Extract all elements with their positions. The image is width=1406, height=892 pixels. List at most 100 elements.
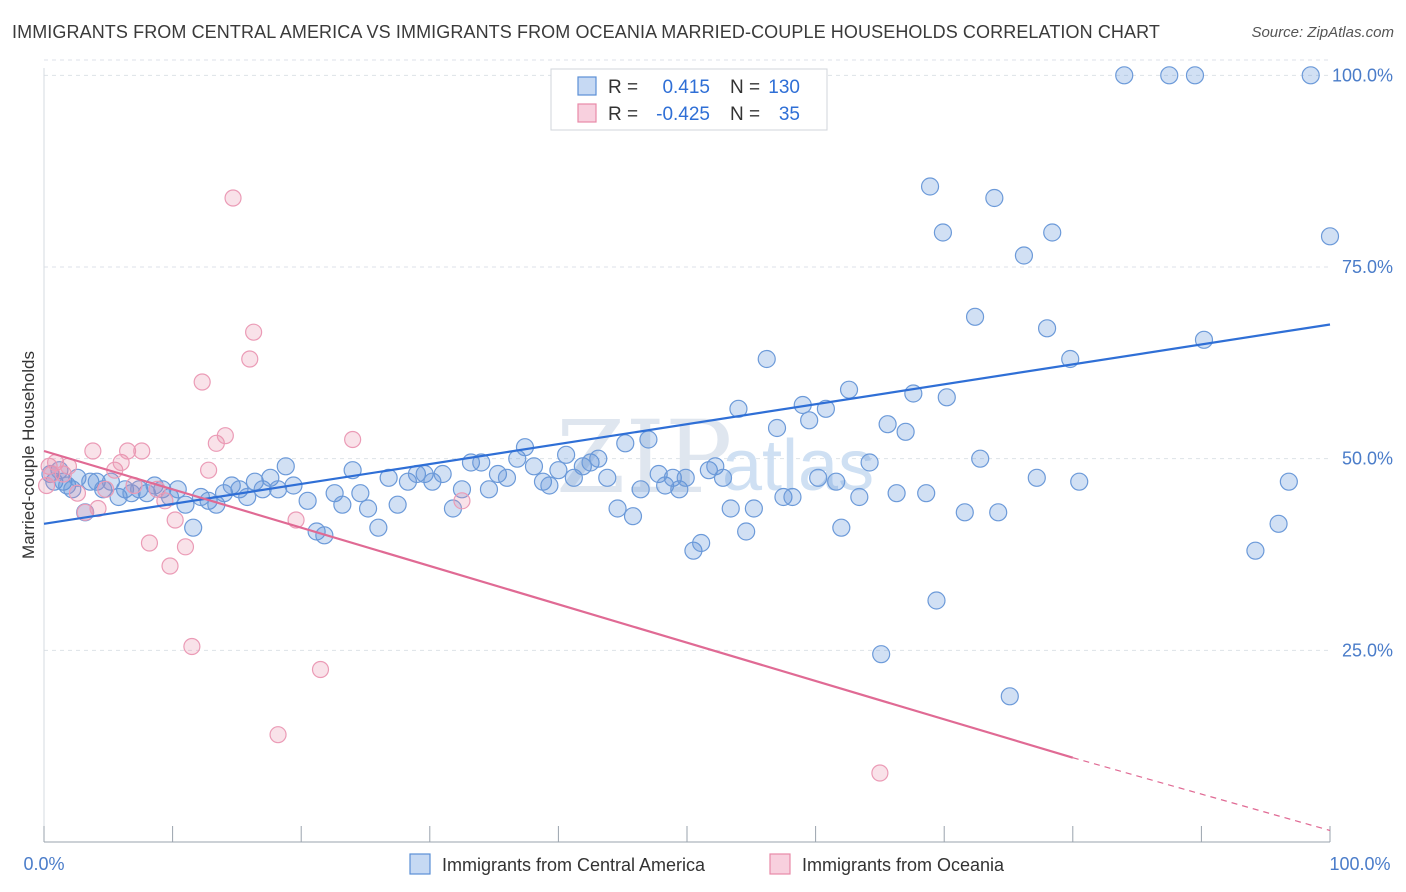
- point-central-america: [965, 307, 985, 326]
- legend-swatch-oceania: [577, 103, 597, 123]
- point-oceania: [241, 350, 259, 368]
- point-central-america: [800, 411, 819, 430]
- bottom-legend-label-central-america: Immigrants from Central America: [442, 855, 706, 875]
- stats-legend-box: [550, 68, 828, 131]
- y-tick-labels: 25.0% 50.0% 75.0% 100.0%: [1332, 65, 1393, 660]
- point-oceania: [118, 442, 137, 460]
- point-central-america: [1014, 246, 1034, 265]
- point-central-america: [351, 484, 370, 503]
- point-central-america: [827, 472, 846, 491]
- point-central-america: [1279, 472, 1298, 491]
- bottom-legend-swatch-oceania: [769, 853, 791, 875]
- legend-n-label-1: N =: [730, 77, 760, 98]
- series-central-america-points: [41, 66, 1340, 706]
- legend-r-label-1: R =: [608, 77, 638, 98]
- point-central-america: [767, 418, 787, 438]
- point-central-america: [878, 415, 897, 434]
- chart-title: IMMIGRANTS FROM CENTRAL AMERICA VS IMMIG…: [12, 22, 1160, 42]
- trend-line-central-america: [43, 323, 1331, 525]
- legend-r-value-1: 0.415: [662, 77, 710, 98]
- y-tick-label: 100.0%: [1332, 65, 1393, 85]
- point-central-america: [1160, 66, 1179, 85]
- y-tick-label: 25.0%: [1342, 640, 1393, 660]
- trend-line-oceania-extension: [1072, 757, 1331, 832]
- point-oceania: [216, 427, 234, 445]
- point-central-america: [649, 464, 668, 484]
- point-central-america: [896, 422, 915, 441]
- point-central-america: [1185, 66, 1205, 85]
- point-oceania: [133, 442, 151, 460]
- point-central-america: [684, 541, 703, 560]
- legend-swatch-central-america: [577, 76, 597, 96]
- point-central-america: [850, 487, 869, 507]
- point-oceania: [344, 430, 362, 449]
- point-central-america: [985, 188, 1004, 208]
- point-central-america: [839, 380, 859, 399]
- y-tick-label: 75.0%: [1342, 257, 1393, 277]
- point-central-america: [276, 457, 295, 476]
- point-central-america: [872, 645, 891, 664]
- point-central-america: [663, 468, 682, 487]
- legend-r-value-2: -0.425: [656, 104, 710, 125]
- point-central-america: [744, 499, 763, 518]
- point-central-america: [920, 177, 940, 196]
- point-oceania: [84, 442, 102, 460]
- point-oceania: [97, 480, 115, 498]
- point-central-america: [479, 480, 499, 499]
- point-oceania: [245, 323, 263, 341]
- point-central-america: [1246, 541, 1265, 560]
- point-central-america: [1043, 223, 1062, 242]
- point-central-america: [388, 495, 407, 514]
- point-central-america: [971, 449, 990, 468]
- point-oceania: [871, 764, 889, 782]
- point-central-america: [721, 499, 740, 518]
- source-credit: Source: ZipAtlas.com: [1251, 24, 1394, 41]
- point-oceania: [193, 373, 211, 391]
- point-central-america: [369, 518, 388, 537]
- point-central-america: [783, 487, 802, 507]
- point-central-america: [423, 472, 442, 491]
- point-central-america: [598, 468, 617, 487]
- x-tick-label-min: 0.0%: [23, 854, 64, 874]
- point-oceania: [161, 557, 179, 575]
- legend-r-label-2: R =: [608, 104, 638, 125]
- point-oceania: [224, 189, 242, 207]
- point-central-america: [832, 518, 851, 537]
- point-central-america: [1000, 687, 1019, 706]
- point-oceania: [183, 637, 201, 656]
- x-ticks: [43, 826, 1331, 842]
- point-central-america: [472, 453, 491, 472]
- point-central-america: [540, 476, 559, 495]
- point-oceania: [200, 461, 218, 479]
- point-central-america: [358, 499, 378, 518]
- bottom-legend-label-oceania: Immigrants from Oceania: [802, 855, 1005, 875]
- point-central-america: [1115, 66, 1134, 85]
- point-central-america: [515, 438, 535, 457]
- point-central-america: [524, 457, 544, 476]
- point-central-america: [656, 476, 675, 495]
- point-central-america: [631, 480, 650, 499]
- point-central-america: [860, 453, 879, 472]
- series-legend: Immigrants from Central America Immigran…: [409, 853, 1005, 875]
- point-central-america: [184, 518, 203, 537]
- point-central-america: [927, 591, 946, 610]
- point-central-america: [333, 495, 352, 514]
- point-central-america: [757, 349, 776, 369]
- point-central-america: [433, 464, 452, 484]
- point-central-america: [887, 484, 906, 503]
- point-central-america: [737, 522, 756, 541]
- point-central-america: [549, 461, 568, 480]
- point-central-america: [616, 434, 635, 453]
- point-central-america: [623, 507, 643, 526]
- point-central-america: [692, 533, 711, 553]
- point-central-america: [608, 499, 627, 518]
- point-central-america: [917, 484, 936, 503]
- point-central-america: [676, 468, 695, 487]
- point-central-america: [488, 464, 508, 484]
- legend-n-value-2: 35: [779, 104, 800, 125]
- stats-legend: R = 0.415 N = 130 R = -0.425 N = 35: [550, 68, 828, 131]
- legend-n-label-2: N =: [730, 104, 760, 125]
- series-oceania-points: [37, 189, 889, 782]
- trend-line-oceania: [43, 449, 1074, 759]
